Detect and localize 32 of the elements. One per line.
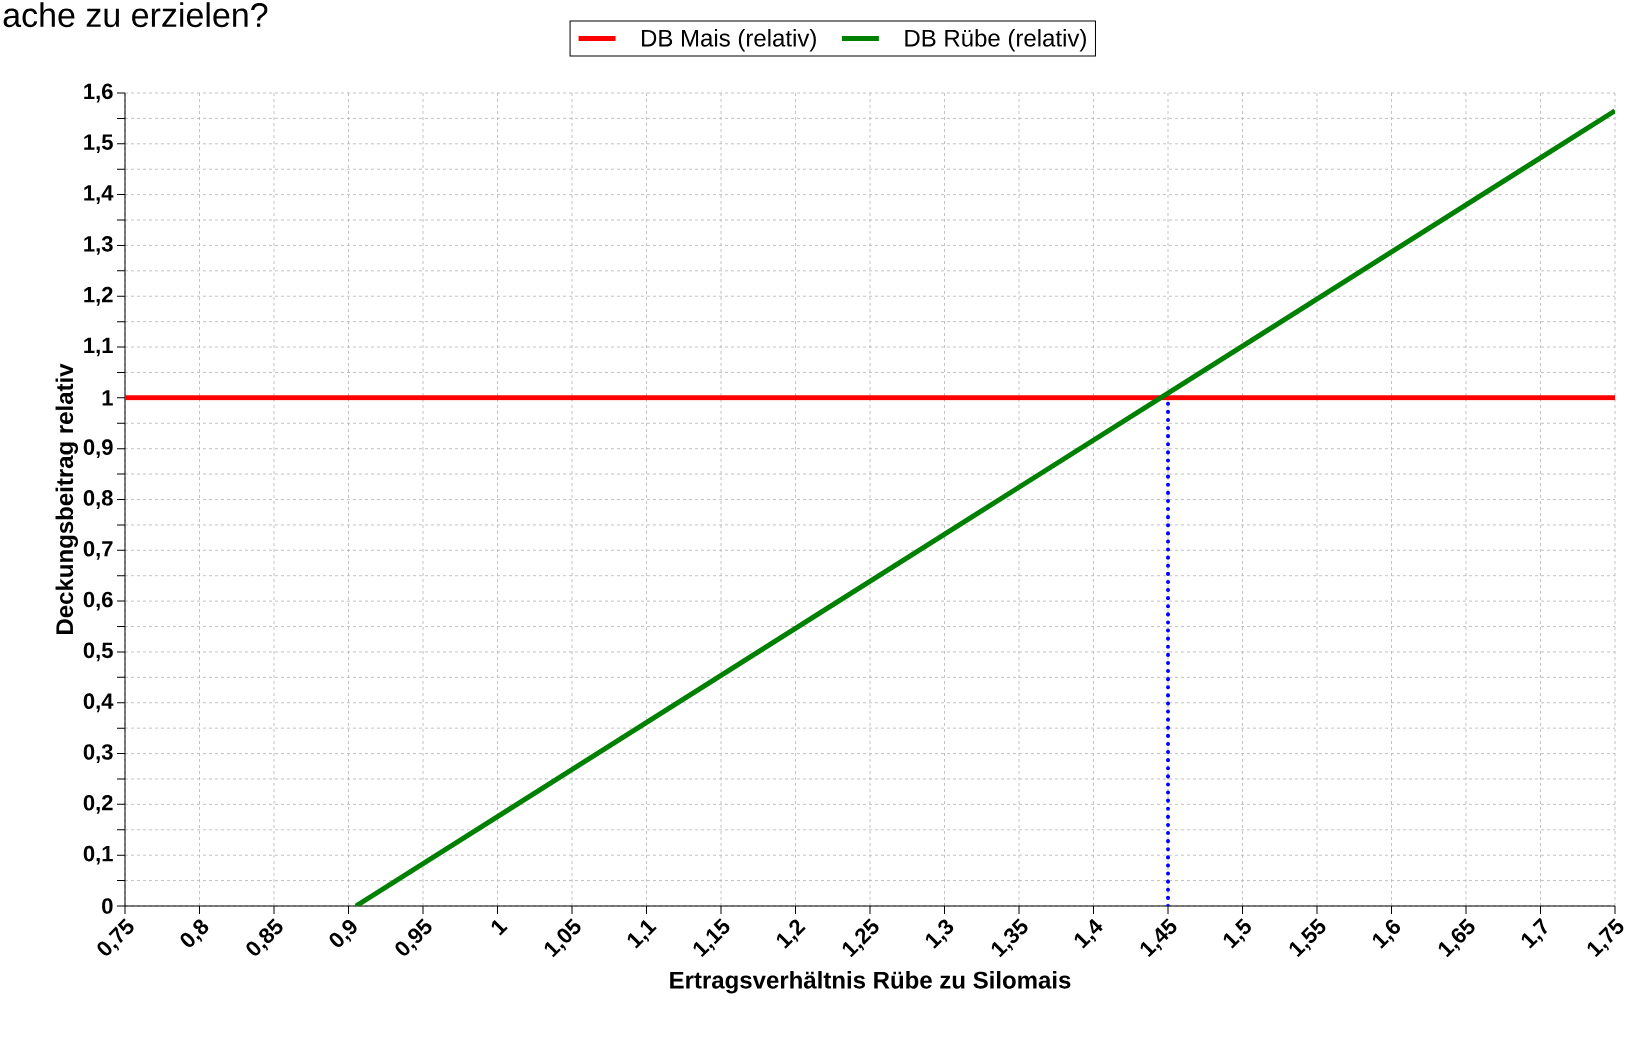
x-tick-label: 1,3 [925, 919, 954, 949]
y-tick-label: 0,3 [83, 744, 113, 763]
y-tick-label: 0 [102, 898, 113, 914]
y-tick-label: 1,3 [84, 236, 113, 255]
chart-title: ache zu erzielen? [3, 2, 268, 28]
x-tick-label: 0,9 [329, 919, 357, 947]
y-tick-label: 0,6 [83, 591, 113, 611]
y-tick-label: 1 [102, 390, 113, 406]
y-tick-label: 1,6 [84, 83, 113, 103]
y-tick-label: 1,4 [84, 185, 114, 204]
x-tick-label: 1,2 [776, 919, 806, 949]
y-tick-label: 1,2 [84, 286, 113, 306]
x-tick-label: 1,1 [627, 920, 657, 949]
y-axis-title: Deckungsbeitrag relativ [55, 363, 79, 634]
y-tick-label: 0,7 [83, 540, 113, 560]
legend-label: DB Rübe (relativ) [905, 29, 1086, 52]
x-tick-label: 1,5 [1223, 918, 1251, 949]
x-tick-label: 1 [491, 920, 508, 936]
y-tick-label: 0,5 [83, 642, 113, 662]
y-tick-label: 1,1 [84, 337, 113, 357]
y-tick-label: 0,2 [83, 794, 113, 814]
x-tick-label: 1,7 [1521, 917, 1548, 949]
x-axis-title: Ertragsverhältnis Rübe zu Silomais [670, 971, 1071, 994]
y-tick-label: 0,4 [83, 693, 114, 713]
y-tick-label: 0,8 [83, 490, 113, 509]
y-tick-label: 1,5 [84, 134, 113, 154]
legend-label: DB Mais (relativ) [642, 29, 816, 52]
x-tick-label: 1,4 [1074, 918, 1103, 949]
y-tick-label: 0,1 [83, 845, 113, 865]
x-tick-label: 0,8 [180, 919, 209, 947]
x-tick-label: 1,6 [1372, 919, 1401, 949]
y-tick-label: 0,9 [83, 439, 113, 459]
